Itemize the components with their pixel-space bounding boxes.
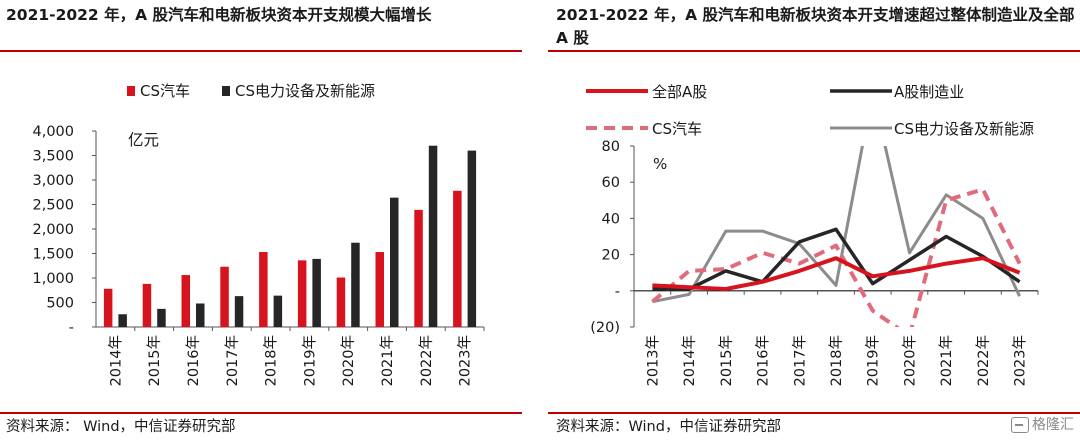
legend-label: CS电力设备及新能源: [235, 82, 375, 100]
right-source-note: 资料来源：Wind，中信证券研究部: [556, 419, 781, 435]
bar-cs-power-equipment: [312, 258, 321, 327]
watermark-text: 格隆汇: [1032, 417, 1074, 433]
x-tick-label: 2013年: [644, 335, 661, 386]
watermark-icon: [1011, 417, 1029, 433]
bar-cs-power-equipment: [390, 197, 399, 327]
series-line-all-a-shares: [652, 256, 1021, 291]
bar-cs-auto: [336, 277, 346, 327]
x-tick-label: 2020年: [340, 335, 357, 386]
legend-swatch: [222, 86, 230, 96]
x-tick-label: 2022年: [975, 335, 992, 386]
y-tick-label: 40: [602, 211, 620, 227]
bar-chart: - 500 1,000 1,500 2,000 2,500 3,000 3,500 4,000 亿…: [32, 82, 485, 386]
y-tick-label: -: [69, 320, 74, 336]
bar-cs-power-equipment: [196, 303, 205, 327]
left-source-divider: [0, 412, 522, 414]
x-tick-label: 2018年: [263, 335, 280, 386]
series-line-cs-power-equipment: [652, 146, 1021, 304]
bar-cs-auto: [220, 266, 229, 327]
right-source-divider: [548, 412, 1080, 414]
x-tick-label: 2022年: [418, 335, 435, 386]
y-tick-label: -: [615, 284, 620, 300]
y-tick-label: 3,000: [32, 173, 74, 189]
series-line-a-share-manufacturing: [652, 227, 1021, 291]
watermark-logo: 格隆汇: [1011, 414, 1074, 434]
x-tick-label: 2014年: [107, 335, 124, 386]
legend-label: A股制造业: [894, 83, 964, 101]
bar-cs-power-equipment: [157, 308, 166, 327]
y-tick-label: 1,000: [32, 271, 74, 287]
x-tick-label: 2023年: [457, 335, 474, 386]
bar-cs-auto: [375, 252, 384, 327]
y-tick-label: 80: [602, 139, 620, 155]
bar-cs-power-equipment: [428, 145, 438, 327]
y-tick-label: 20: [602, 248, 620, 264]
bar-cs-auto: [453, 190, 462, 327]
x-tick-label: 2017年: [791, 335, 808, 386]
bar-cs-auto: [259, 252, 268, 327]
x-tick-label: 2018年: [828, 335, 845, 386]
x-tick-label: 2015年: [718, 335, 735, 386]
y-tick-label: 60: [602, 175, 620, 191]
x-tick-label: 2019年: [301, 335, 318, 386]
bar-cs-power-equipment: [273, 295, 283, 327]
y-tick-label: 2,500: [32, 198, 74, 214]
x-tick-label: 2017年: [224, 335, 241, 386]
bar-cs-power-equipment: [351, 242, 360, 327]
bar-cs-power-equipment: [234, 296, 244, 327]
y-tick-label: 4,000: [32, 124, 74, 140]
series-line-cs-auto: [651, 187, 1022, 327]
bar-cs-auto: [414, 209, 423, 327]
bar-cs-power-equipment: [467, 150, 477, 327]
left-chart-title: 2021-2022 年，A 股汽车和电新板块资本开支规模大幅增长: [6, 6, 432, 24]
x-tick-label: 2021年: [938, 335, 955, 386]
bar-cs-auto: [181, 275, 190, 327]
y-unit-label: %: [653, 155, 667, 173]
left-source-note: 资料来源： Wind，中信证券研究部: [6, 419, 236, 435]
bar-cs-auto: [103, 288, 113, 327]
left-chart-panel: 2021-2022 年，A 股汽车和电新板块资本开支规模大幅增长 - 500 1,0…: [0, 0, 525, 442]
legend-label: CS汽车: [140, 82, 190, 100]
legend-label: CS电力设备及新能源: [894, 120, 1034, 138]
x-tick-label: 2014年: [681, 335, 698, 386]
y-unit-label: 亿元: [128, 131, 159, 149]
right-chart-panel: 2021-2022 年，A 股汽车和电新板块资本开支增速超过整体制造业及全部 A…: [548, 0, 1080, 442]
line-chart: (20) - 20 40 60 80% 2013年 2014年 2015年 2016年 2017年 2…: [586, 83, 1039, 386]
x-tick-label: 2020年: [901, 335, 918, 386]
x-tick-label: 2015年: [146, 335, 163, 386]
y-tick-label: 500: [46, 296, 74, 312]
y-tick-label: (20): [590, 320, 620, 336]
legend-label: 全部A股: [652, 83, 707, 101]
legend-swatch: [127, 86, 135, 96]
left-title-divider: [0, 50, 522, 52]
x-tick-label: 2016年: [755, 335, 772, 386]
bar-cs-auto: [142, 283, 152, 327]
x-tick-label: 2016年: [185, 335, 202, 386]
y-tick-label: 2,000: [32, 222, 74, 238]
x-tick-label: 2023年: [1012, 335, 1029, 386]
bar-cs-auto: [297, 260, 307, 327]
y-tick-label: 3,500: [32, 149, 74, 165]
bar-cs-power-equipment: [118, 314, 127, 327]
legend-label: CS汽车: [652, 120, 702, 138]
x-tick-label: 2021年: [379, 335, 396, 386]
right-title-divider: [548, 50, 1080, 52]
y-tick-label: 1,500: [32, 247, 74, 263]
x-tick-label: 2019年: [865, 335, 882, 386]
right-chart-title: 2021-2022 年，A 股汽车和电新板块资本开支增速超过整体制造业及全部 A…: [556, 6, 1075, 47]
